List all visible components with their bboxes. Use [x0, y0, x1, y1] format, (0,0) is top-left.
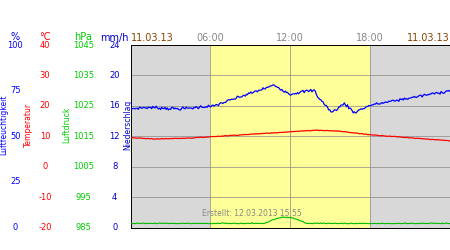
Text: 0: 0 [42, 162, 48, 171]
Text: 24: 24 [109, 40, 120, 50]
Text: 1025: 1025 [73, 101, 94, 110]
Text: °C: °C [39, 32, 51, 42]
Text: mm/h: mm/h [100, 32, 129, 42]
Text: 8: 8 [112, 162, 117, 171]
Text: 100: 100 [7, 40, 23, 50]
Text: 06:00: 06:00 [197, 33, 224, 43]
Text: 0: 0 [13, 223, 18, 232]
Text: Niederschlag: Niederschlag [123, 100, 132, 150]
Text: hPa: hPa [74, 32, 92, 42]
Text: 20: 20 [109, 71, 120, 80]
Text: 1035: 1035 [73, 71, 94, 80]
Text: Erstellt: 12.03.2013 15:55: Erstellt: 12.03.2013 15:55 [202, 210, 302, 218]
Text: 1005: 1005 [73, 162, 94, 171]
Text: Temperatur: Temperatur [24, 103, 33, 147]
Text: 10: 10 [40, 132, 50, 141]
Text: 12:00: 12:00 [276, 33, 304, 43]
Text: 1015: 1015 [73, 132, 94, 141]
Text: 16: 16 [109, 101, 120, 110]
Text: 40: 40 [40, 40, 50, 50]
Text: 50: 50 [10, 132, 21, 141]
Text: 18:00: 18:00 [356, 33, 384, 43]
Text: Luftdruck: Luftdruck [62, 107, 71, 143]
Text: 995: 995 [76, 192, 91, 202]
Text: -20: -20 [38, 223, 52, 232]
Text: 75: 75 [10, 86, 21, 95]
Text: Luftfeuchtigkeit: Luftfeuchtigkeit [0, 95, 8, 155]
Text: -10: -10 [38, 192, 52, 202]
Text: 30: 30 [40, 71, 50, 80]
Text: 12: 12 [109, 132, 120, 141]
Text: 25: 25 [10, 178, 21, 186]
Text: 0: 0 [112, 223, 117, 232]
Text: 11.03.13: 11.03.13 [130, 33, 173, 43]
Text: 4: 4 [112, 192, 117, 202]
Text: 11.03.13: 11.03.13 [407, 33, 450, 43]
Text: 20: 20 [40, 101, 50, 110]
Text: %: % [11, 32, 20, 42]
Text: 1045: 1045 [73, 40, 94, 50]
Text: 985: 985 [75, 223, 91, 232]
Bar [211, 45, 370, 228]
